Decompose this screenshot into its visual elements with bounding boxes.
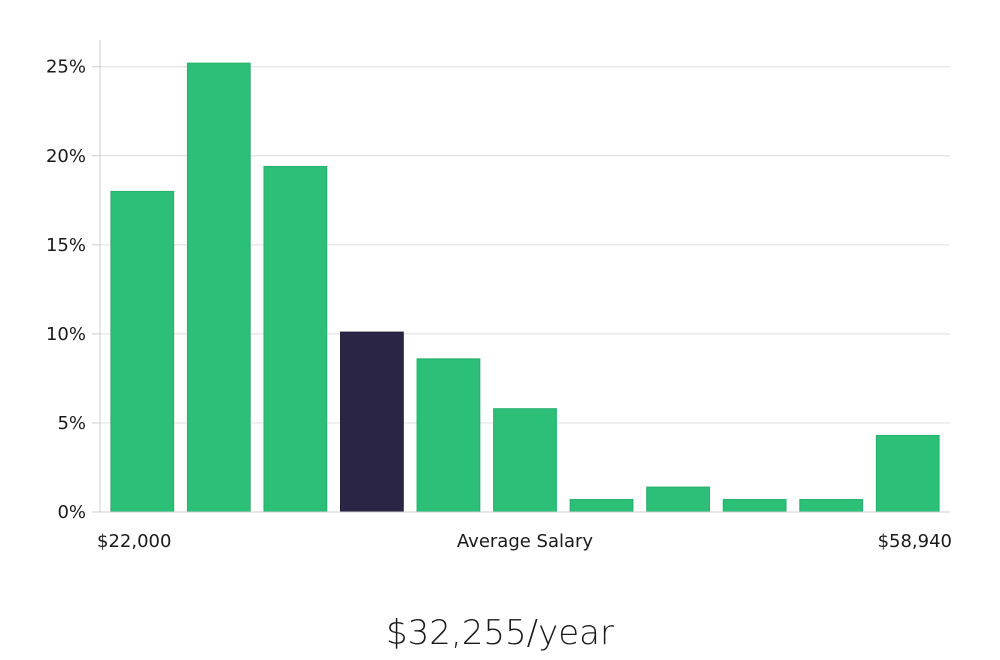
y-axis-tick-labels: 0% 5% 10% 15% 20% 25%: [46, 57, 100, 523]
salary-distribution-chart: 0%5%10%15%20%25% $22,000 Average Salary …: [46, 40, 952, 552]
x-axis-title: Average Salary: [457, 531, 594, 552]
bar: [646, 486, 710, 513]
bar-highlighted: [340, 331, 404, 513]
bar: [493, 408, 557, 513]
bar: [110, 190, 175, 513]
y-tick-label: 15%: [46, 235, 86, 256]
x-axis-min-label: $22,000: [97, 531, 171, 552]
bar: [263, 165, 328, 513]
y-tick-label: 25%: [46, 57, 86, 78]
y-tick-label: 20%: [46, 146, 86, 167]
bar: [416, 358, 481, 513]
bar: [569, 499, 634, 513]
bar: [186, 62, 251, 513]
y-tick-label: 10%: [46, 324, 86, 345]
y-tick-label: 0%: [57, 502, 86, 523]
x-axis-max-label: $58,940: [878, 531, 952, 552]
bar: [875, 434, 940, 513]
bar: [799, 499, 864, 513]
average-salary-value: $32,255/year: [386, 613, 614, 653]
y-tick-label: 5%: [57, 413, 86, 434]
bars: [110, 62, 940, 513]
bar: [722, 499, 787, 513]
